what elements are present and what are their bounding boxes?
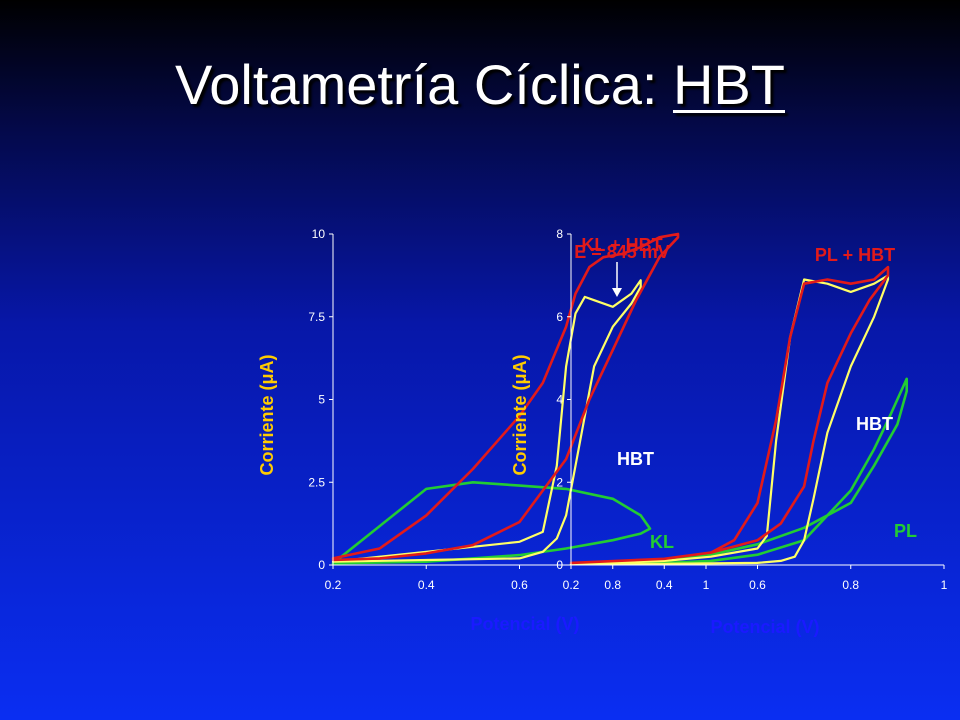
c1-y-tick-label: 7.5 [308, 310, 325, 324]
c1-label-kl: KL [650, 532, 674, 552]
chart-pl-hbt: 0.2 0.4 0.6 0.8 1 0 2 4 6 8 Corriente (μA) Potenc… [510, 227, 948, 637]
c2-label-pl-hbt: PL + HBT [815, 245, 895, 265]
c2-y-tick-label: 4 [556, 393, 563, 407]
c2-y-tick-label: 6 [556, 310, 563, 324]
c1-y-tick-label: 10 [312, 227, 326, 241]
c2-y-tick-label: 0 [556, 558, 563, 572]
chart-kl-hbt: 0.2 0.4 0.6 0.8 102.557.510 Corriente (μA) P… [257, 227, 710, 634]
c1-y-axis-title: Corriente (μA) [257, 354, 277, 475]
c1-y-tick-label: 0 [318, 558, 325, 572]
c2-y-tick-label: 2 [556, 475, 563, 489]
c1-x-tick-label: 0.6 [511, 578, 528, 592]
c2-x-tick-label: 0.8 [842, 578, 859, 592]
c1-series-kl-hbt [331, 232, 680, 562]
c2-label-hbt: HBT [856, 414, 893, 434]
c2-label-pl: PL [894, 521, 917, 541]
c2-x-axis-title: Potencial (V) [710, 617, 819, 637]
c1-x-tick-label: 0.2 [325, 578, 342, 592]
c1-x-axis-title: Potencial (V) [470, 614, 579, 634]
c2-y-axis-title: Corriente (μA) [510, 354, 530, 475]
title-main: Voltametría Cíclica: [175, 53, 673, 116]
c1-label-potential: E = 845 mV [574, 242, 670, 262]
c1-label-hbt: HBT [617, 449, 654, 469]
c1-x-tick-label: 0.8 [604, 578, 621, 592]
c1-x-tick-label: 1 [703, 578, 710, 592]
c2-x-tick-label: 1 [941, 578, 948, 592]
c1-label-kl-hbt: KL + HBT [581, 235, 662, 255]
c2-series-pl-hbt [569, 265, 890, 565]
c2-series-pl [569, 377, 909, 566]
c1-x-tick-label: 0.4 [418, 578, 435, 592]
c1-y-tick-label: 2.5 [308, 475, 325, 489]
c1-series-kl [331, 480, 652, 565]
c1-series-hbt [331, 279, 642, 563]
c2-y-tick-label: 8 [556, 227, 563, 241]
c1-y-tick-label: 5 [318, 393, 325, 407]
slide-title: Voltametría Cíclica: HBT [0, 52, 960, 117]
title-emphasis: HBT [672, 53, 785, 116]
c2-x-tick-label: 0.6 [749, 578, 766, 592]
c2-x-tick-label: 0.2 [563, 578, 580, 592]
c2-x-tick-label: 0.4 [656, 578, 673, 592]
c1-arrow-head [612, 288, 622, 297]
